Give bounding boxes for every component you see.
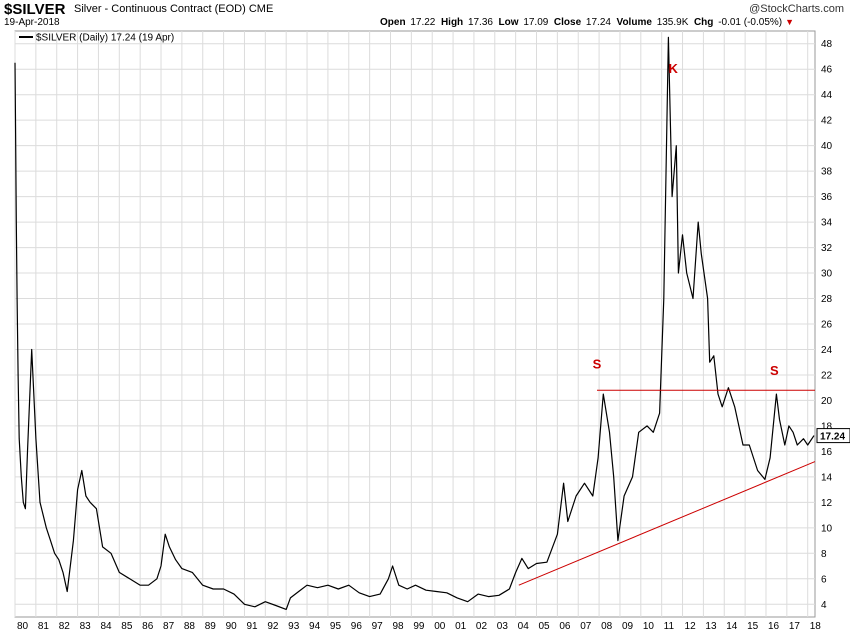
- y-tick-label: 48: [821, 39, 833, 50]
- y-tick-label: 6: [821, 574, 827, 585]
- y-tick-label: 16: [821, 447, 833, 458]
- x-tick-label: 91: [246, 621, 258, 632]
- change-value: -0.01 (-0.05%): [718, 17, 783, 28]
- x-tick-label: 95: [330, 621, 342, 632]
- y-tick-label: 8: [821, 549, 827, 560]
- close-value: 17.24: [585, 17, 611, 28]
- x-tick-label: 08: [601, 621, 613, 632]
- chart-header: $SILVER Silver - Continuous Contract (EO…: [0, 0, 850, 30]
- y-tick-label: 40: [821, 141, 833, 152]
- y-tick-label: 12: [821, 498, 833, 509]
- y-tick-label: 34: [821, 218, 833, 229]
- x-tick-label: 94: [309, 621, 321, 632]
- x-tick-label: 84: [100, 621, 112, 632]
- x-tick-label: 15: [747, 621, 759, 632]
- x-tick-label: 06: [559, 621, 571, 632]
- x-tick-label: 07: [580, 621, 592, 632]
- y-tick-label: 38: [821, 167, 833, 178]
- x-tick-label: 85: [121, 621, 133, 632]
- date-label: 19-Apr-2018: [4, 17, 60, 28]
- x-tick-label: 80: [17, 621, 29, 632]
- x-tick-label: 02: [476, 621, 488, 632]
- y-tick-label: 30: [821, 269, 833, 280]
- open-value: 17.22: [410, 17, 436, 28]
- pattern-annotation: S: [770, 363, 779, 378]
- x-tick-label: 01: [455, 621, 467, 632]
- x-tick-label: 98: [392, 621, 404, 632]
- x-tick-label: 83: [80, 621, 92, 632]
- x-tick-label: 88: [184, 621, 196, 632]
- x-tick-label: 16: [768, 621, 780, 632]
- x-tick-label: 92: [267, 621, 279, 632]
- x-tick-label: 11: [664, 621, 675, 632]
- y-tick-label: 22: [821, 370, 833, 381]
- down-triangle-icon: ▼: [785, 17, 795, 27]
- last-value-label: 17.24: [820, 432, 845, 443]
- x-tick-label: 05: [539, 621, 551, 632]
- last-value-box: [816, 428, 850, 444]
- low-value: 17.09: [523, 17, 549, 28]
- x-tick-label: 18: [810, 621, 822, 632]
- volume-value: 135.9K: [656, 17, 689, 28]
- x-tick-label: 03: [497, 621, 509, 632]
- x-tick-label: 99: [413, 621, 425, 632]
- y-tick-label: 20: [821, 396, 833, 407]
- y-tick-label: 4: [821, 600, 827, 611]
- x-tick-label: 14: [726, 621, 738, 632]
- exchange-label: CME: [248, 3, 274, 15]
- x-tick-label: 87: [163, 621, 175, 632]
- symbol-description: Silver - Continuous Contract (EOD) CME: [74, 3, 274, 15]
- x-tick-label: 13: [705, 621, 717, 632]
- stockcharts-logo[interactable]: @StockCharts.com: [749, 3, 844, 15]
- x-tick-label: 82: [59, 621, 71, 632]
- y-tick-label: 32: [821, 243, 833, 254]
- legend-label: $SILVER (Daily) 17.24 (19 Apr): [36, 33, 174, 44]
- support-trendline: [518, 461, 816, 586]
- y-tick-label: 28: [821, 294, 833, 305]
- price-series-line: [14, 36, 815, 610]
- x-tick-label: 86: [142, 621, 154, 632]
- y-tick-label: 10: [821, 523, 833, 534]
- y-tick-label: 42: [821, 116, 833, 127]
- y-tick-label: 18: [821, 421, 833, 432]
- ohlc-readout: Open 17.22 High 17.36 Low 17.09 Close 17…: [380, 17, 795, 28]
- y-tick-label: 44: [821, 90, 833, 101]
- y-tick-label: 24: [821, 345, 833, 356]
- x-tick-label: 04: [518, 621, 530, 632]
- x-tick-label: 00: [434, 621, 446, 632]
- x-tick-label: 12: [685, 621, 697, 632]
- y-tick-label: 14: [821, 472, 833, 483]
- x-tick-label: 10: [643, 621, 655, 632]
- x-tick-label: 93: [288, 621, 300, 632]
- symbol-title: $SILVER: [4, 1, 66, 18]
- x-tick-label: 89: [205, 621, 217, 632]
- high-value: 17.36: [467, 17, 493, 28]
- x-tick-label: 90: [226, 621, 238, 632]
- pattern-annotation: K: [668, 61, 678, 76]
- x-tick-label: 09: [622, 621, 634, 632]
- x-tick-label: 97: [372, 621, 384, 632]
- x-tick-label: 81: [38, 621, 50, 632]
- y-tick-label: 46: [821, 65, 833, 76]
- pattern-annotation: S: [593, 357, 602, 372]
- x-tick-label: 17: [789, 621, 801, 632]
- x-tick-label: 96: [351, 621, 363, 632]
- y-tick-label: 36: [821, 192, 833, 203]
- y-tick-label: 26: [821, 320, 833, 331]
